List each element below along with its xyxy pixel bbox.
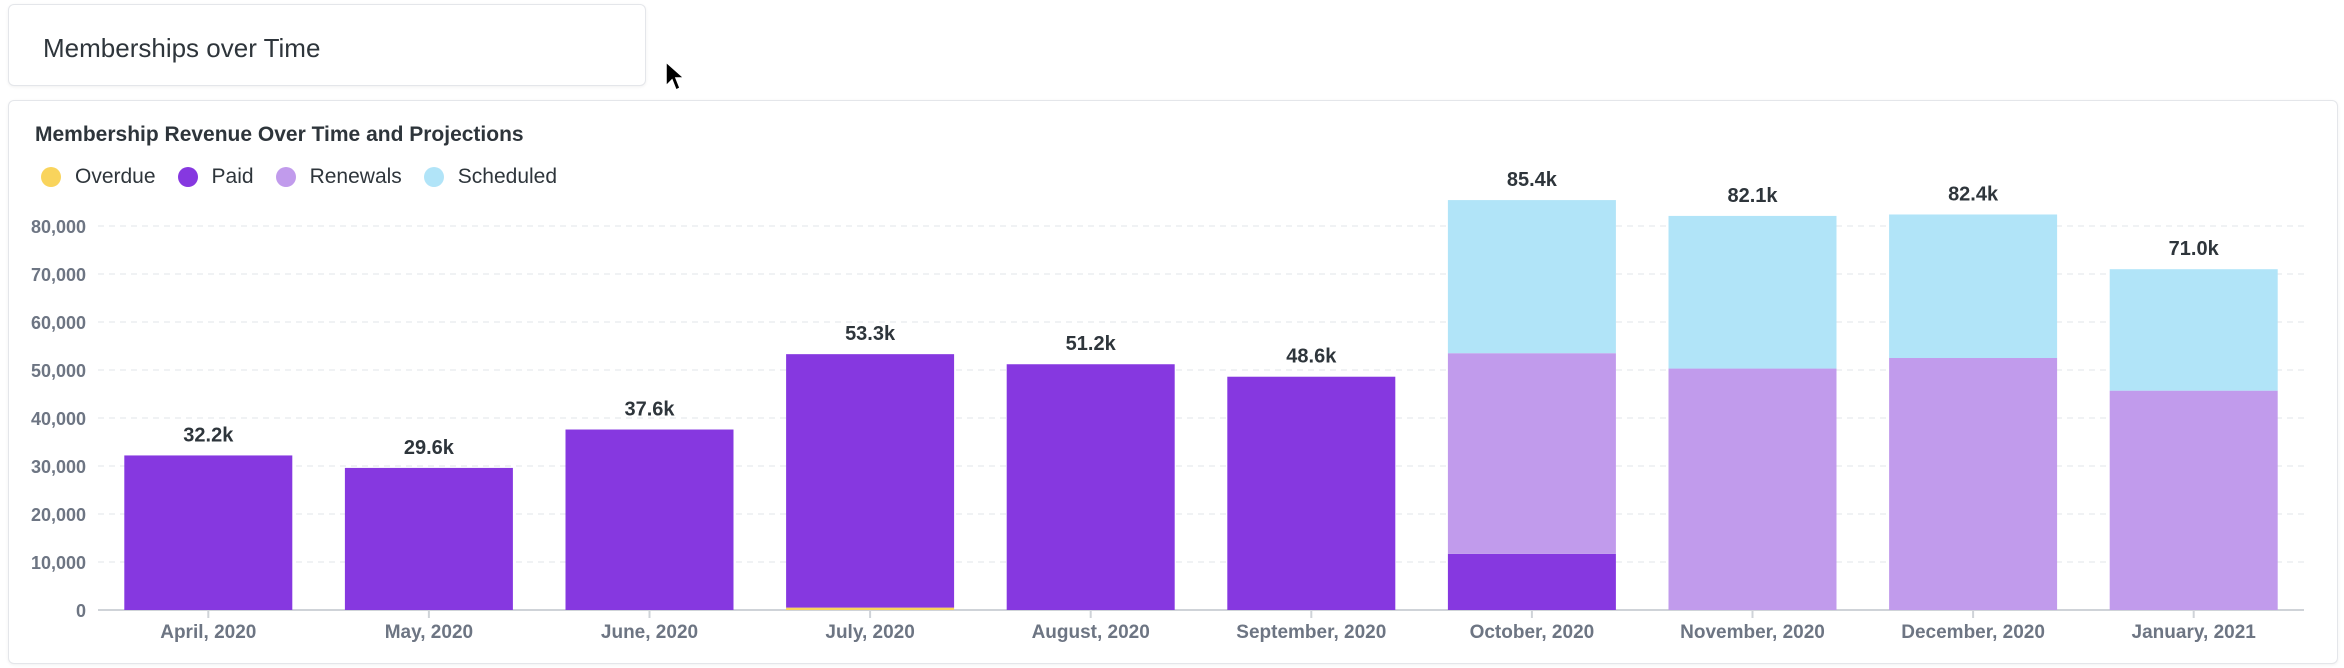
mouse-pointer-icon [665, 60, 686, 92]
bar-total-label: 51.2k [1066, 333, 1117, 355]
bar-total-label: 29.6k [404, 437, 455, 459]
chart-title[interactable]: Membership Revenue Over Time and Project… [35, 123, 524, 146]
legend-item-overdue[interactable]: Overdue [41, 165, 156, 189]
legend-swatch-renewals [275, 167, 296, 187]
x-tick-label: November, 2020 [1680, 622, 1825, 643]
x-tick-label: June, 2020 [601, 622, 698, 643]
y-tick-label: 10,000 [31, 553, 86, 573]
y-tick-label: 80,000 [31, 217, 86, 237]
x-tick-label: May, 2020 [385, 622, 473, 643]
bar-paid [1006, 364, 1175, 610]
y-tick-label: 40,000 [31, 409, 86, 429]
bar-total-label: 82.1k [1727, 185, 1778, 207]
legend-label: Renewals [309, 165, 402, 188]
legend-item-paid[interactable]: Paid [177, 165, 254, 189]
legend-label: Overdue [75, 165, 156, 188]
legend-swatch-paid [177, 167, 198, 187]
bar-total-label: 37.6k [624, 399, 675, 421]
bar-total-label: 32.2k [183, 424, 234, 446]
x-tick-label: October, 2020 [1470, 622, 1595, 643]
bar-scheduled [1668, 215, 1837, 369]
bar-paid [1227, 376, 1396, 610]
legend-item-renewals[interactable]: Renewals [275, 165, 402, 189]
x-tick-label: September, 2020 [1236, 622, 1386, 643]
chart-legend: Overdue Paid Renewals Scheduled [41, 165, 579, 189]
bar-paid [124, 455, 293, 610]
bar-scheduled [1889, 214, 2058, 358]
x-tick-label: January, 2021 [2132, 622, 2257, 643]
x-tick-label: April, 2020 [160, 622, 256, 643]
x-tick-label: December, 2020 [1901, 622, 2045, 643]
bar-paid [344, 467, 513, 610]
bar-paid [565, 429, 734, 610]
y-tick-label: 30,000 [31, 457, 86, 477]
bar-paid [1447, 553, 1616, 610]
legend-item-scheduled[interactable]: Scheduled [423, 165, 558, 189]
legend-label: Scheduled [457, 165, 558, 188]
legend-label: Paid [211, 165, 254, 188]
y-tick-label: 0 [76, 601, 86, 621]
x-tick-label: July, 2020 [825, 622, 914, 643]
legend-swatch-overdue [41, 167, 61, 187]
bar-total-label: 71.0k [2169, 238, 2220, 260]
bar-total-label: 82.4k [1948, 183, 1999, 205]
bar-overdue [786, 607, 955, 610]
x-tick-label: August, 2020 [1032, 622, 1150, 643]
bar-scheduled [1447, 200, 1616, 354]
bar-total-label: 85.4k [1507, 169, 1558, 191]
y-tick-label: 70,000 [31, 265, 86, 285]
legend-swatch-scheduled [423, 167, 444, 187]
bar-renewals [2109, 390, 2278, 610]
bar-renewals [1668, 368, 1837, 610]
y-tick-label: 20,000 [31, 505, 86, 525]
bar-renewals [1447, 353, 1616, 554]
dashcard-title: Memberships over Time [43, 33, 321, 63]
y-tick-label: 60,000 [31, 313, 86, 333]
bar-scheduled [2109, 269, 2278, 391]
bar-renewals [1889, 358, 2058, 610]
bar-paid [786, 354, 955, 608]
bar-total-label: 48.6k [1286, 346, 1337, 368]
y-tick-label: 50,000 [31, 361, 86, 381]
bar-total-label: 53.3k [845, 323, 896, 345]
dashcard-header: Memberships over Time [8, 4, 646, 86]
